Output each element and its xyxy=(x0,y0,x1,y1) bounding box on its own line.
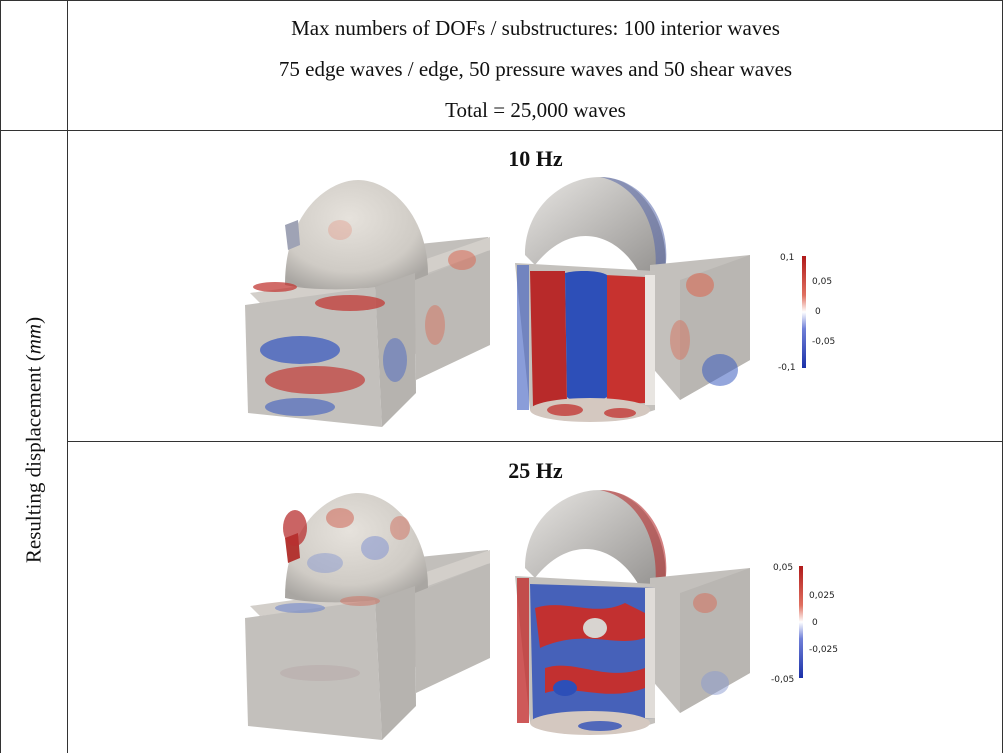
colorbar-10hz-tick-3: -0,05 xyxy=(812,337,835,347)
header-line-1: Max numbers of DOFs / substructures: 100… xyxy=(291,16,780,40)
row-label-text: Resulting displacement ( xyxy=(21,354,46,564)
colorbar-25hz-tick-1: 0,025 xyxy=(809,591,835,601)
colorbar-25hz-max: 0,05 xyxy=(773,563,793,573)
header-line-3: Total = 25,000 waves xyxy=(445,98,626,122)
header-line-2: 75 edge waves / edge, 50 pressure waves … xyxy=(278,57,793,81)
colorbar-10hz-tick-2: 0 xyxy=(815,307,821,317)
colorbar-10hz: 0,1 0,05 0 -0,05 -0,1 xyxy=(778,253,835,373)
colorbar-10hz-tick-1: 0,05 xyxy=(812,277,832,287)
colorbar-25hz: 0,05 0,025 0 -0,025 -0,05 xyxy=(771,563,838,685)
header-divider xyxy=(0,130,1003,131)
column-divider xyxy=(67,0,68,753)
model-exterior-10hz xyxy=(245,180,490,427)
panel-title-25hz: 25 Hz xyxy=(508,458,563,483)
row-label-close: ) xyxy=(21,316,46,324)
colorbar-25hz-min: -0,05 xyxy=(771,675,794,685)
row-label-unit: mm xyxy=(21,323,46,355)
colorbar-10hz-max: 0,1 xyxy=(780,253,794,263)
model-cutaway-10hz xyxy=(515,177,750,422)
colorbar-25hz-tick-2: 0 xyxy=(812,618,818,628)
panel-divider xyxy=(67,441,1003,442)
top-border xyxy=(0,0,1003,1)
colorbar-10hz-gradient xyxy=(802,256,806,368)
colorbar-25hz-tick-3: -0,025 xyxy=(809,645,838,655)
model-cutaway-25hz xyxy=(515,490,750,735)
left-border xyxy=(0,0,1,753)
colorbar-25hz-gradient xyxy=(799,566,803,678)
model-exterior-25hz xyxy=(245,493,490,740)
panel-title-10hz: 10 Hz xyxy=(508,146,563,171)
colorbar-10hz-min: -0,1 xyxy=(778,363,796,373)
